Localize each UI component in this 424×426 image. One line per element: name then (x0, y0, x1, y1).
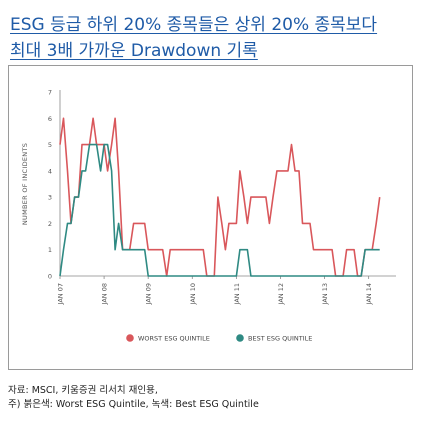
x-tick-label: JAN 13 (321, 283, 329, 305)
series-lines (59, 117, 381, 277)
legend-marker-worst (126, 334, 134, 342)
chart-frame (8, 65, 413, 370)
x-tick-label: JAN 11 (233, 283, 241, 305)
x-tick-label: JAN 09 (145, 283, 153, 305)
legend-label-worst: WORST ESG QUINTILE (138, 335, 210, 343)
y-tick-label: 5 (48, 141, 52, 149)
chart-title-line-2: 최대 3배 가까운 Drawdown 기록 (10, 41, 258, 61)
y-tick-label: 4 (48, 167, 52, 175)
y-tick-label: 1 (48, 246, 52, 254)
y-tick-label: 6 (48, 115, 52, 123)
x-tick-label: JAN 12 (277, 283, 285, 305)
y-tick-label: 3 (48, 194, 52, 202)
y-tick-label: 2 (48, 220, 52, 228)
x-tick-label: JAN 07 (57, 283, 65, 305)
x-tick-label: JAN 08 (101, 283, 109, 305)
worst-quintile-line (59, 117, 381, 277)
color-note: 주) 붉은색: Worst ESG Quintile, 녹색: Best ESG… (8, 399, 259, 410)
legend-label-best: BEST ESG QUINTILE (248, 335, 312, 343)
y-axis-title: NUMBER OF INCIDENTS (21, 143, 29, 225)
axes: 0 1 2 3 4 5 6 7 NUMBER OF INCIDENTS JAN 07 JAN 08 J… (21, 89, 396, 305)
best-quintile-line (59, 143, 380, 277)
legend: WORST ESG QUINTILE BEST ESG QUINTILE (126, 334, 312, 343)
x-tick-label: JAN 14 (365, 283, 373, 305)
y-tick-label: 7 (48, 89, 52, 97)
source-note: 자료: MSCI, 키움증권 리서치 재인용, (8, 385, 158, 396)
y-tick-label: 0 (48, 273, 52, 281)
x-tick-label: JAN 10 (189, 283, 197, 305)
chart-title-line-1: ESG 등급 하위 20% 종목들은 상위 20% 종목보다 (10, 15, 378, 35)
legend-marker-best (236, 334, 244, 342)
